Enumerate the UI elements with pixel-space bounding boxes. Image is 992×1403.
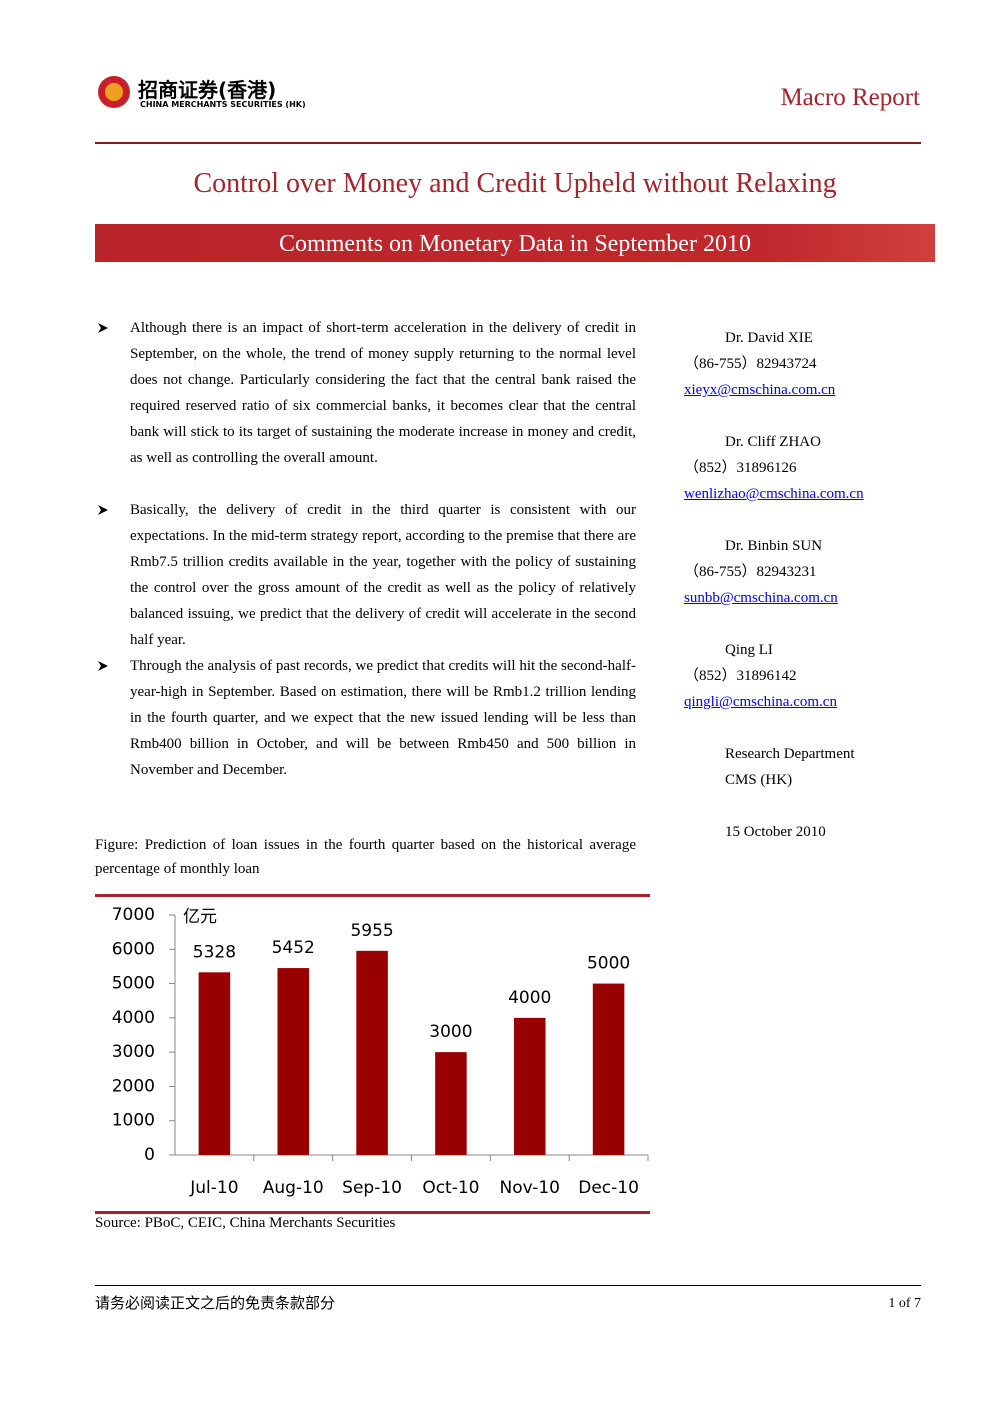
- chart: 亿元 0 1000 2000 3000 4000 5000 6000 7000 Jul-10 532…: [112, 905, 649, 1198]
- analyst-email[interactable]: wenlizhao@cmschina.com.cn: [684, 486, 864, 502]
- subtitle-banner: [95, 224, 935, 262]
- analyst-email[interactable]: xieyx@cmschina.com.cn: [684, 382, 836, 398]
- bullet-icon: [98, 323, 108, 333]
- bar: [435, 1052, 467, 1155]
- report-type: Macro Report: [780, 84, 920, 111]
- data-label: 5000: [587, 954, 630, 974]
- date: 15 October 2010: [725, 824, 826, 840]
- bullet-text: Although there is an impact of short-ter…: [130, 320, 636, 466]
- y-tick-label: 4000: [112, 1008, 155, 1028]
- x-tick-label: Dec-10: [578, 1178, 639, 1198]
- data-label: 4000: [508, 988, 551, 1008]
- y-tick-label: 2000: [112, 1076, 155, 1096]
- bar: [356, 950, 388, 1155]
- y-tick-label: 7000: [112, 905, 155, 925]
- figure-rule: [95, 1211, 650, 1214]
- subtitle: Comments on Monetary Data in September 2…: [279, 231, 751, 257]
- figure-source: Source: PBoC, CEIC, China Merchants Secu…: [95, 1215, 396, 1231]
- bar: [592, 983, 625, 1155]
- y-tick-label: 6000: [112, 939, 155, 959]
- y-tick-label: 1000: [112, 1111, 155, 1131]
- bar: [277, 968, 310, 1155]
- department: Research Department: [725, 746, 855, 762]
- analyst-email[interactable]: sunbb@cmschina.com.cn: [684, 590, 838, 606]
- analyst-phone: （86-755）82943231: [684, 564, 817, 580]
- bar: [198, 972, 231, 1155]
- page-number: 1 of 7: [888, 1296, 921, 1311]
- y-tick-label: 5000: [112, 974, 155, 994]
- x-tick-label: Aug-10: [263, 1178, 324, 1198]
- logo-icon: [98, 76, 130, 108]
- x-tick-label: Nov-10: [500, 1178, 561, 1198]
- bullet-text: Basically, the delivery of credit in the…: [130, 502, 636, 648]
- x-tick-label: Sep-10: [342, 1178, 402, 1198]
- x-tick-label: Jul-10: [189, 1178, 238, 1198]
- figure-rule: [95, 894, 650, 897]
- y-tick-label: 3000: [112, 1042, 155, 1062]
- analyst-email[interactable]: qingli@cmschina.com.cn: [684, 694, 837, 710]
- y-tick-label: 0: [144, 1145, 155, 1165]
- bullet-icon: [98, 661, 108, 671]
- figure-caption: Figure: Prediction of loan issues in the…: [95, 837, 636, 877]
- bullet-icon: [98, 505, 108, 515]
- logo-cn: 招商证券(香港): [138, 78, 277, 102]
- analyst-phone: （86-755）82943724: [684, 356, 817, 372]
- bar: [513, 1017, 546, 1155]
- data-label: 5328: [193, 942, 236, 962]
- analyst-phone: （852）31896126: [684, 460, 797, 476]
- analyst-name: Dr. Cliff ZHAO: [725, 434, 821, 450]
- analyst-name: Dr. Binbin SUN: [725, 538, 823, 554]
- analyst-phone: （852）31896142: [684, 668, 797, 684]
- disclaimer: 请务必阅读正文之后的免责条款部分: [95, 1294, 336, 1312]
- logo-en: CHINA MERCHANTS SECURITIES (HK): [140, 100, 306, 109]
- header-rule: [95, 142, 921, 144]
- data-label: 5452: [272, 938, 315, 958]
- x-tick-label: Oct-10: [422, 1178, 479, 1198]
- title: Control over Money and Credit Upheld wit…: [193, 168, 837, 199]
- unit-label: 亿元: [183, 907, 217, 927]
- footer-rule: [95, 1285, 921, 1286]
- bullet-text: Through the analysis of past records, we…: [130, 658, 636, 778]
- analyst-name: Dr. David XIE: [725, 330, 813, 346]
- data-label: 3000: [429, 1022, 472, 1042]
- department: CMS (HK): [725, 772, 793, 788]
- analyst-name: Qing LI: [725, 642, 773, 658]
- data-label: 5955: [350, 921, 393, 941]
